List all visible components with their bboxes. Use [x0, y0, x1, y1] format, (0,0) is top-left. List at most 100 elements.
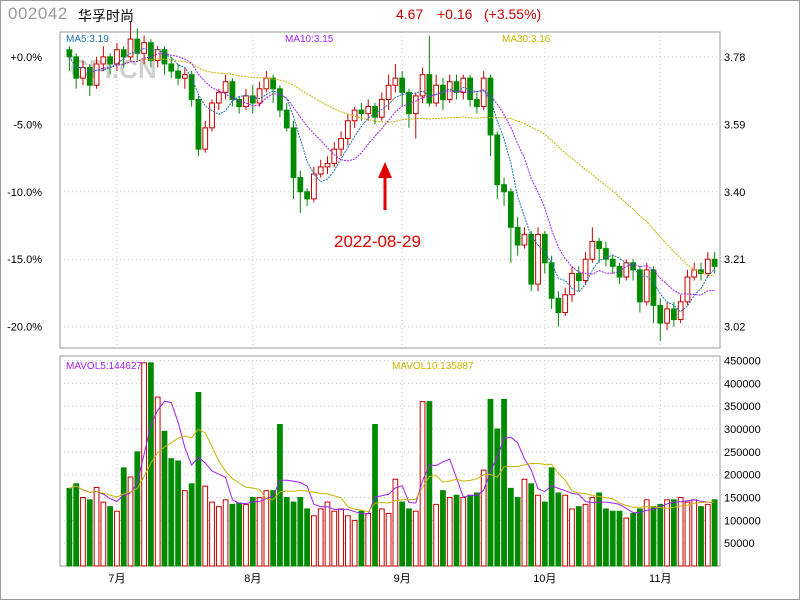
volume-bar: [168, 458, 175, 567]
candle-body: [555, 297, 562, 313]
volume-bar: [195, 392, 202, 567]
volume-bar: [521, 478, 528, 567]
candle-body: [215, 91, 222, 104]
candle-body: [93, 63, 100, 86]
candle-body: [603, 248, 609, 260]
candle-body: [704, 258, 711, 274]
volume-axis-label: 300000: [724, 424, 761, 436]
volume-bar: [270, 490, 277, 567]
volume-bar: [575, 506, 582, 567]
volume-bar: [80, 497, 86, 567]
volume-bar: [100, 501, 107, 567]
month-label: 10月: [533, 573, 556, 585]
candle-body: [304, 191, 310, 200]
volume-bar: [630, 513, 636, 567]
price-axis-label: 3.59: [724, 119, 745, 131]
candle-body: [698, 269, 704, 274]
candle-body: [249, 95, 256, 104]
candle-body: [181, 74, 188, 79]
price-axis-label: 3.78: [724, 52, 745, 64]
candle-body: [222, 81, 229, 93]
volume-axis-label: 400000: [724, 378, 761, 390]
mavol10-line: [69, 428, 715, 513]
pct-axis-label: -5.0%: [13, 119, 42, 131]
volume-bar: [494, 428, 501, 567]
volume-bar: [609, 510, 616, 567]
candle-body: [378, 98, 385, 118]
candle-body: [630, 262, 636, 271]
candle-body: [86, 67, 93, 86]
candle-body: [650, 269, 657, 306]
volume-bar: [127, 476, 134, 567]
volume-bar: [623, 517, 630, 567]
volume-bar: [311, 515, 317, 567]
pct-axis-label: -10.0%: [7, 187, 42, 199]
legend-ma10: MA10:3.15: [285, 34, 334, 45]
candle-body: [507, 191, 514, 228]
volume-bar: [535, 494, 541, 567]
volume-bar: [188, 483, 195, 567]
candle-body: [100, 56, 107, 65]
volume-bar: [120, 467, 127, 567]
candle-body: [474, 98, 480, 108]
volume-bar: [249, 497, 256, 567]
candle-body: [467, 77, 473, 100]
volume-bar: [263, 490, 270, 567]
annotation-arrowhead: [378, 162, 392, 178]
volume-bar: [657, 503, 664, 567]
volume-bar: [236, 502, 243, 567]
candle-body: [460, 77, 467, 93]
volume-bar: [358, 510, 365, 567]
volume-axis-label: 50000: [724, 538, 755, 550]
ma10-line: [68, 53, 715, 296]
candle-body: [569, 272, 575, 296]
volume-bar: [215, 506, 222, 567]
candle-body: [677, 301, 684, 321]
volume-bar: [378, 508, 385, 567]
volume-bar: [297, 497, 304, 567]
legend-ma30: MA30:3.16: [502, 34, 551, 45]
candle-body: [535, 233, 541, 285]
volume-bar: [93, 486, 100, 567]
volume-axis-label: 350000: [724, 401, 761, 413]
candle-body: [596, 240, 603, 250]
candle-body: [120, 49, 127, 58]
volume-bar: [487, 398, 494, 567]
candle-body: [487, 77, 494, 136]
candle-body: [338, 138, 344, 150]
candle-body: [324, 162, 331, 168]
volume-bar: [426, 401, 433, 567]
volume-bar: [650, 506, 657, 567]
ma5-line: [68, 47, 715, 313]
volume-axis-label: 150000: [724, 493, 761, 505]
month-label: 9月: [394, 573, 411, 585]
volume-bar: [175, 460, 181, 567]
volume-bar: [664, 499, 670, 567]
volume-axis-label: 250000: [724, 447, 761, 459]
price-axis-label: 3.40: [724, 187, 745, 199]
price-change: +0.16: [437, 6, 473, 22]
volume-bar: [569, 508, 575, 567]
stock-name: 华孚时尚: [78, 8, 134, 24]
volume-bar: [141, 362, 147, 567]
volume-bar: [684, 501, 691, 567]
volume-bar: [698, 506, 704, 567]
volume-bar: [460, 497, 467, 567]
candle-body: [385, 84, 392, 100]
volume-bar: [338, 508, 344, 567]
candle-body: [623, 262, 630, 278]
volume-axis-label: 200000: [724, 470, 761, 482]
candle-body: [392, 77, 399, 86]
volume-bar: [222, 499, 229, 567]
volume-bar: [283, 497, 290, 567]
candle-body: [134, 38, 141, 54]
month-label: 8月: [244, 573, 261, 585]
price-axis-label: 3.02: [724, 322, 745, 334]
candle-body: [66, 49, 73, 58]
price-panel-frame: [59, 31, 721, 349]
candle-body: [494, 134, 501, 186]
volume-bar: [603, 508, 609, 567]
candle-body: [209, 102, 215, 129]
volume-bar: [392, 478, 399, 567]
candle-body: [317, 166, 324, 175]
